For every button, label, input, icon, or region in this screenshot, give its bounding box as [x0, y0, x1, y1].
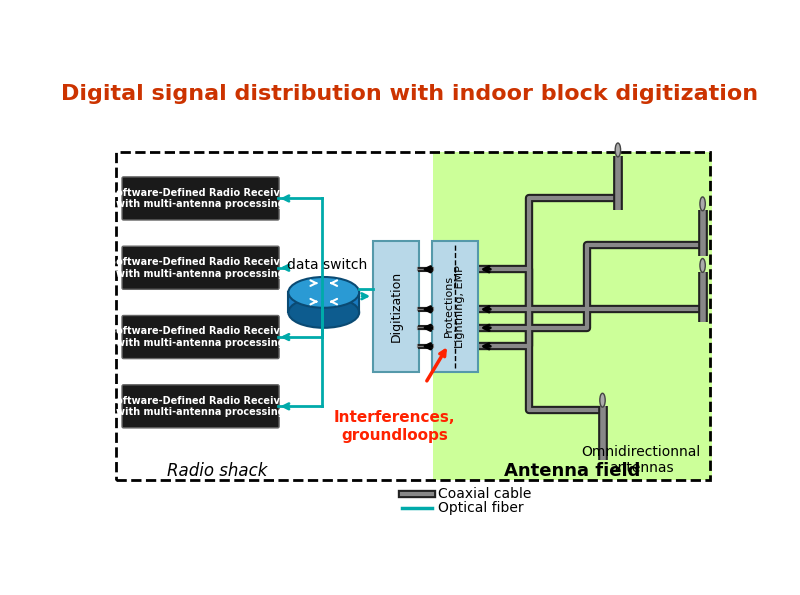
- Text: Software-Defined Radio Receiver
with multi-antenna processing: Software-Defined Radio Receiver with mul…: [110, 396, 292, 417]
- Text: Antenna field: Antenna field: [503, 462, 640, 480]
- Text: Software-Defined Radio Receiver
with multi-antenna processing: Software-Defined Radio Receiver with mul…: [110, 326, 292, 348]
- Ellipse shape: [288, 297, 359, 328]
- Text: Software-Defined Radio Receiver
with multi-antenna processing: Software-Defined Radio Receiver with mul…: [110, 187, 292, 209]
- FancyBboxPatch shape: [122, 315, 279, 359]
- Ellipse shape: [600, 393, 605, 407]
- FancyBboxPatch shape: [122, 385, 279, 428]
- Ellipse shape: [288, 277, 359, 308]
- Bar: [116, 152, 710, 480]
- Text: Omnidirectionnal
antennas: Omnidirectionnal antennas: [582, 445, 701, 475]
- FancyBboxPatch shape: [122, 177, 279, 220]
- Bar: [433, 152, 712, 480]
- Bar: [288, 292, 359, 312]
- Text: Software-Defined Radio Receiver
with multi-antenna processing: Software-Defined Radio Receiver with mul…: [110, 257, 292, 278]
- Ellipse shape: [700, 258, 706, 273]
- Bar: [431, 241, 478, 372]
- Text: Digital signal distribution with indoor block digitization: Digital signal distribution with indoor …: [62, 84, 758, 105]
- Bar: [373, 241, 419, 372]
- Ellipse shape: [615, 143, 621, 157]
- Text: data switch: data switch: [287, 258, 368, 273]
- Text: Digitization: Digitization: [390, 271, 402, 342]
- Text: Optical fiber: Optical fiber: [438, 501, 523, 515]
- FancyBboxPatch shape: [122, 246, 279, 289]
- Text: Radio shack: Radio shack: [167, 462, 268, 480]
- Text: Protections
Lightning, EMP: Protections Lightning, EMP: [444, 265, 466, 347]
- Ellipse shape: [700, 197, 706, 211]
- Text: Interferences,
groundloops: Interferences, groundloops: [334, 410, 455, 443]
- Text: Coaxial cable: Coaxial cable: [438, 487, 531, 501]
